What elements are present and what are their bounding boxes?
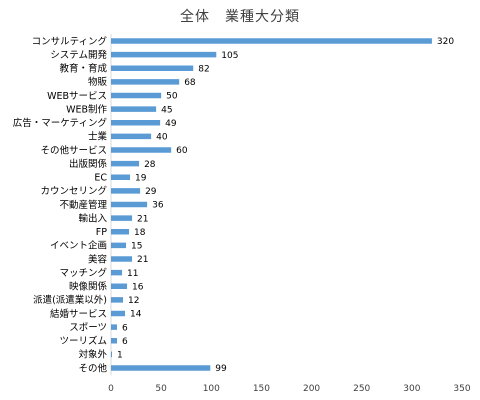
category-label: 教育・育成 (59, 63, 107, 75)
bar (111, 229, 130, 235)
data-label: 82 (198, 64, 209, 74)
data-label: 16 (132, 282, 144, 292)
category-label: 映像関係 (69, 281, 108, 293)
category-label: イベント企画 (50, 240, 107, 252)
category-label: コンサルティング (32, 35, 108, 47)
data-label: 320 (437, 37, 454, 47)
x-tick-label: 350 (453, 384, 470, 394)
category-label: その他サービス (40, 144, 107, 156)
category-label: 輸出入 (78, 212, 107, 224)
data-label: 21 (137, 255, 148, 265)
bar (111, 92, 162, 99)
data-label: 68 (184, 78, 196, 88)
bar (111, 351, 113, 358)
data-label: 36 (152, 201, 164, 211)
category-label: 対象外 (78, 349, 107, 361)
category-label: EC (94, 173, 107, 184)
bar (111, 51, 217, 58)
bar (111, 215, 133, 221)
bar (111, 106, 157, 112)
x-tick-label: 100 (203, 384, 220, 394)
data-label: 40 (156, 133, 168, 143)
category-label: 不動産管理 (59, 199, 107, 211)
category-label: FP (96, 227, 107, 238)
chart-title: 全体 業種大分類 (180, 9, 300, 25)
category-label: WEBサービス (47, 91, 107, 102)
category-label: スポーツ (69, 322, 107, 333)
data-label: 6 (122, 323, 128, 333)
bar (111, 120, 161, 126)
bar (111, 338, 118, 344)
category-label: 士業 (88, 131, 108, 143)
bar (111, 310, 126, 317)
category-label: 物販 (88, 76, 108, 88)
category-label: 美容 (88, 253, 108, 265)
bar (111, 297, 124, 303)
category-label: WEB制作 (66, 103, 107, 115)
bar (111, 269, 123, 276)
bar (111, 38, 432, 44)
bar (111, 174, 131, 180)
data-label: 45 (161, 105, 172, 115)
bar (111, 160, 140, 167)
data-label: 105 (221, 51, 238, 61)
x-tick-label: 50 (155, 384, 167, 394)
data-label: 18 (134, 228, 146, 238)
data-label: 1 (117, 351, 123, 361)
category-label: ツーリズム (59, 335, 107, 347)
bar (111, 133, 152, 140)
category-label: 結婚サービス (50, 308, 107, 320)
data-label: 29 (145, 187, 157, 197)
bar (111, 147, 172, 153)
data-label: 99 (215, 364, 227, 374)
bar (111, 188, 141, 194)
data-label: 11 (127, 269, 138, 279)
data-label: 12 (128, 296, 139, 306)
bar (111, 256, 133, 262)
data-label: 50 (166, 92, 178, 102)
data-label: 60 (176, 146, 188, 156)
bar (111, 283, 128, 289)
category-label: その他 (78, 362, 107, 374)
data-label: 49 (165, 119, 177, 129)
x-tick-label: 150 (253, 384, 270, 394)
data-label: 21 (137, 214, 148, 224)
bar (111, 201, 148, 208)
category-label: システム開発 (50, 49, 107, 61)
x-tick-label: 250 (353, 384, 370, 394)
data-label: 14 (130, 310, 142, 320)
category-label: 派遣(派遣業以外) (33, 294, 107, 306)
data-label: 6 (122, 337, 128, 347)
category-label: マッチング (59, 267, 107, 279)
data-label: 28 (144, 160, 156, 170)
category-label: 広告・マーケティング (13, 117, 108, 129)
bar (111, 365, 211, 371)
category-label: カウンセリング (40, 185, 107, 197)
bar (111, 65, 194, 71)
bar (111, 242, 127, 249)
data-label: 19 (135, 173, 147, 183)
bar (111, 324, 118, 330)
data-label: 15 (131, 242, 142, 252)
x-tick-label: 0 (108, 384, 114, 394)
category-label: 出版関係 (69, 158, 108, 170)
bar (111, 79, 180, 85)
x-tick-label: 300 (403, 384, 420, 394)
x-tick-label: 200 (303, 384, 320, 394)
